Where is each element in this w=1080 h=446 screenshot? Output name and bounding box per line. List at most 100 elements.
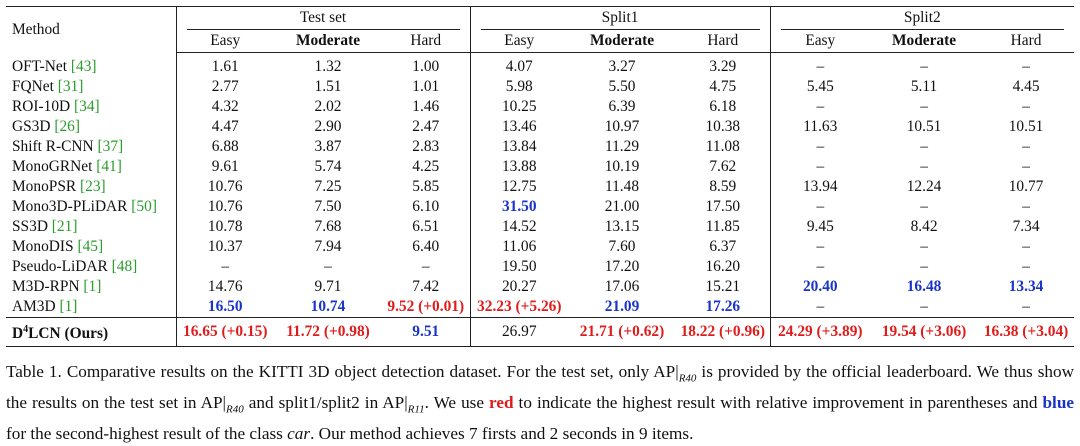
citation-link[interactable]: [26] — [54, 118, 80, 135]
result-cell: – — [920, 258, 928, 275]
citation-link[interactable]: [41] — [96, 158, 122, 175]
result-cell: 10.76 — [207, 198, 243, 215]
result-cell: 4.07 — [505, 58, 533, 75]
group-header-split1: Split1 — [470, 6, 771, 30]
result-cell: – — [816, 258, 825, 275]
result-cell: – — [1022, 158, 1030, 175]
caption-text: . Our method achieves 7 firsts and 2 sec… — [310, 423, 694, 443]
result-cell: 1.00 — [382, 52, 471, 77]
citation-link[interactable]: [21] — [51, 218, 78, 235]
ours-result-cell: 21.71 (+0.62) — [568, 316, 677, 348]
result-cell: 9.52 (+0.01) — [382, 297, 471, 318]
caption-text: Table 1. Comparative results on the KITT… — [6, 362, 679, 381]
result-cell: 5.74 — [314, 158, 342, 175]
result-cell: 13.46 — [501, 118, 537, 135]
result-cell: 6.88 — [211, 138, 239, 155]
citation-link[interactable]: [34] — [74, 98, 100, 115]
result-cell: 1.61 — [211, 58, 239, 75]
caption-text: and split1/split2 in AP| — [243, 392, 408, 412]
table-row: OFT-Net [43] 1.61 1.32 1.00 4.07 3.27 3.29 – – – — [6, 52, 1074, 77]
citation-link[interactable]: [50] — [131, 198, 157, 215]
result-cell: – — [816, 58, 825, 75]
result-cell: 3.87 — [314, 138, 342, 155]
result-cell: 17.06 — [604, 278, 640, 295]
result-cell: 19.50 — [501, 258, 537, 275]
citation-link[interactable]: [43] — [70, 57, 97, 75]
method-name: AM3D — [12, 298, 56, 315]
sub-header-easy: Easy — [770, 30, 871, 53]
result-cell: 5.45 — [806, 78, 834, 95]
result-cell: 16.20 — [676, 257, 771, 277]
result-cell: 15.21 — [676, 277, 771, 297]
result-cell: – — [920, 98, 928, 115]
result-cell: – — [1022, 138, 1030, 155]
citation-link[interactable]: [1] — [59, 298, 78, 315]
citation-link[interactable]: [31] — [57, 78, 84, 95]
result-cell: – — [1022, 238, 1030, 255]
citation-link[interactable]: [23] — [80, 178, 106, 195]
result-cell: – — [324, 258, 332, 275]
result-cell: 5.11 — [910, 78, 938, 95]
result-cell: 9.71 — [314, 278, 342, 295]
result-cell: 7.68 — [314, 218, 342, 235]
result-cell: – — [221, 258, 230, 275]
result-cell: 10.77 — [1008, 178, 1044, 195]
method-name-cell: M3D-RPN [1] — [6, 277, 177, 297]
result-cell: 9.61 — [211, 158, 239, 175]
table-row: AM3D [1] 16.50 10.74 9.52 (+0.01) 32.23 (+5.… — [6, 297, 1074, 318]
result-cell: 7.50 — [314, 198, 342, 215]
results-table: Method Test set Split1 Split2 Easy Moder… — [6, 6, 1075, 348]
result-cell: – — [382, 257, 471, 277]
ours-result-cell: 11.72 (+0.98) — [274, 316, 382, 348]
caption-subscript-number: 11 — [414, 403, 425, 416]
result-cell: 13.88 — [501, 158, 537, 175]
result-cell: 2.90 — [314, 118, 342, 135]
result-cell: – — [920, 58, 928, 75]
caption-subscript: R — [407, 403, 415, 416]
ours-result-cell: 18.22 (+0.96) — [676, 316, 771, 348]
method-name-cell: MonoGRNet [41] — [6, 157, 177, 177]
result-cell: 7.34 — [1012, 218, 1040, 235]
result-cell: 10.51 — [906, 118, 942, 135]
result-cell: 2.83 — [382, 137, 471, 157]
citation-link[interactable]: [37] — [97, 138, 124, 155]
result-cell: 31.50 — [501, 198, 537, 215]
result-cell: 2.77 — [211, 78, 239, 95]
citation-link[interactable]: [45] — [77, 238, 104, 255]
ours-method-name: D — [12, 325, 24, 343]
method-name: FQNet — [12, 78, 54, 95]
method-name: GS3D — [12, 118, 51, 135]
method-name-cell: OFT-Net [43] — [6, 52, 177, 77]
citation-link[interactable]: [48] — [111, 258, 138, 275]
result-cell: 1.32 — [314, 58, 342, 75]
result-cell: 11.29 — [604, 138, 640, 155]
citation-link[interactable]: [1] — [83, 278, 102, 295]
result-cell: 5.85 — [382, 177, 471, 197]
result-cell: – — [816, 298, 825, 315]
result-cell: 4.25 — [382, 157, 471, 177]
sub-header-easy: Easy — [176, 30, 274, 53]
header-sub-row: Easy Moderate Hard Easy Moderate Hard Ea… — [6, 30, 1075, 53]
result-cell: 10.76 — [207, 178, 243, 195]
result-cell: 10.74 — [310, 298, 346, 315]
table-row: Shift R-CNN [37] 6.88 3.87 2.83 13.84 11.29 11… — [6, 137, 1074, 157]
result-cell: 6.40 — [382, 237, 471, 257]
table-row: FQNet [31] 2.77 1.51 1.01 5.98 5.50 4.75 5.45 5.… — [6, 77, 1074, 97]
result-cell: 3.29 — [676, 52, 771, 77]
result-cell: 13.15 — [604, 218, 640, 235]
result-cell: 12.75 — [501, 178, 537, 195]
result-cell: – — [816, 198, 825, 215]
result-cell: 6.37 — [676, 237, 771, 257]
result-cell: – — [920, 298, 928, 315]
result-cell: – — [816, 98, 825, 115]
result-cell: 3.27 — [608, 58, 636, 75]
result-cell: 20.27 — [501, 278, 537, 295]
sub-header-easy: Easy — [470, 30, 569, 53]
result-cell: 20.40 — [802, 278, 838, 295]
group-header-test-label: Test set — [186, 7, 460, 30]
results-table-container: Method Test set Split1 Split2 Easy Moder… — [6, 6, 1075, 348]
result-cell: 4.32 — [211, 98, 239, 115]
result-cell: – — [1022, 58, 1030, 75]
result-cell: 2.47 — [382, 117, 471, 137]
ours-result-cell: 16.65 (+0.15) — [176, 316, 274, 348]
